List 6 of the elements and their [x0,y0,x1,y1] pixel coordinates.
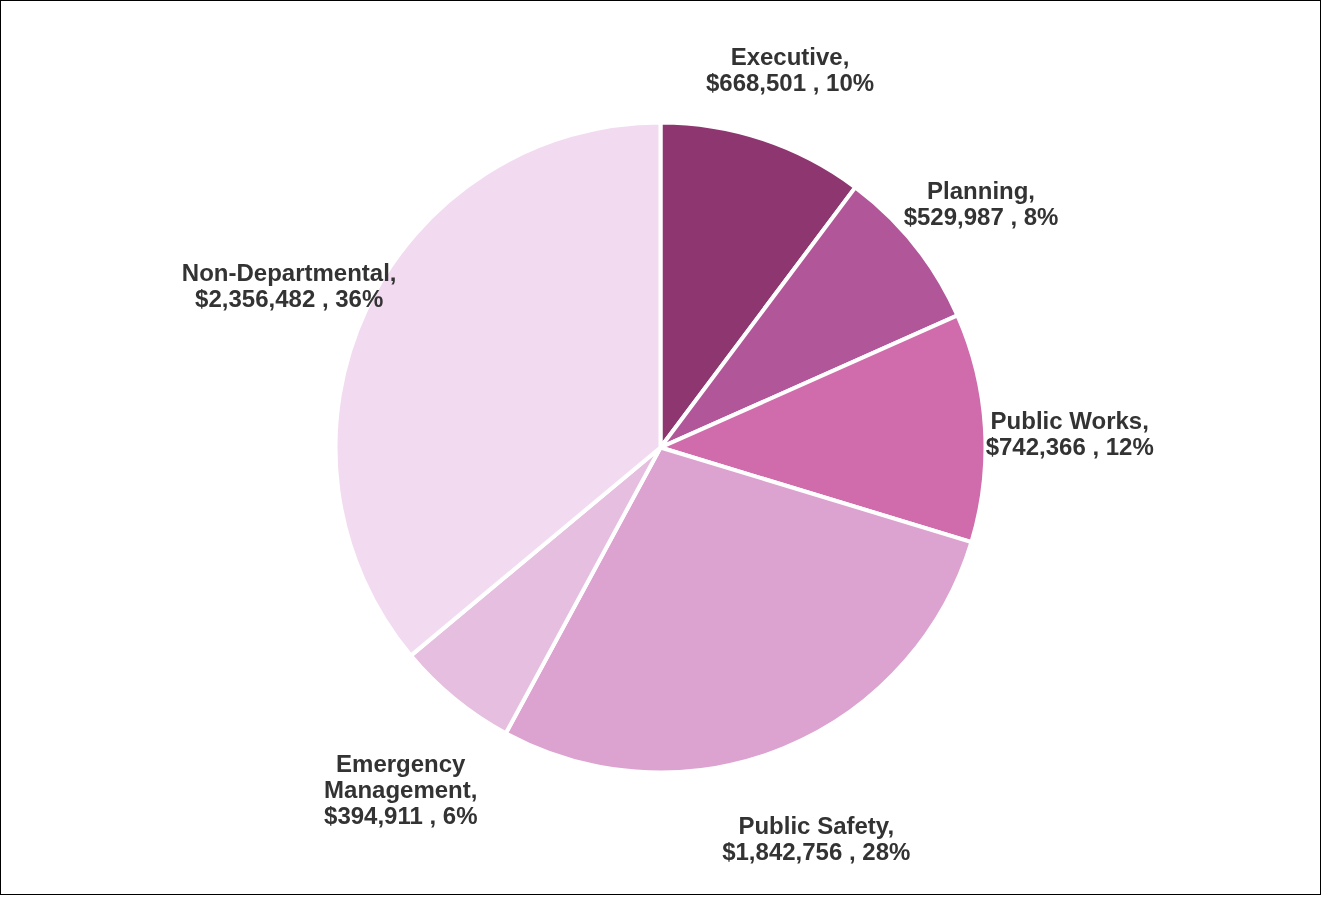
slice-label: Executive, $668,501 , 10% [705,43,875,97]
slice-label: Emergency Management, $394,911 , 6% [324,749,478,829]
slice-label: Planning, $529,987 , 8% [903,176,1059,230]
slice-label: Public Works, $742,366 , 12% [985,407,1154,461]
slice-label: Public Safety, $1,842,756 , 28% [722,811,911,865]
slice-label: Non-Departmental, $2,356,482 , 36% [181,258,397,312]
